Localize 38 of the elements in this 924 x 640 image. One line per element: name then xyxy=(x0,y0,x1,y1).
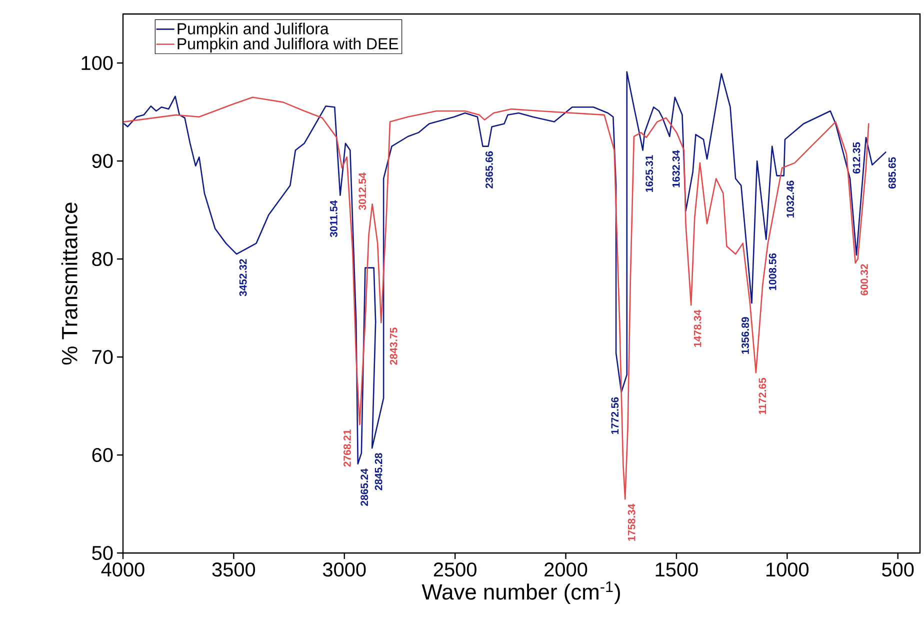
annotation: 612.35 xyxy=(852,142,860,174)
x-tick-label: 2500 xyxy=(434,562,476,577)
x-tick-label: 3500 xyxy=(212,562,256,577)
annotation: 600.32 xyxy=(860,264,868,296)
annotation: 3011.54 xyxy=(330,200,338,238)
annotation: 1172.65 xyxy=(758,378,766,414)
y-tick-label: 70 xyxy=(92,350,113,364)
annotation: 1008.56 xyxy=(768,253,776,290)
annotation: 2768.21 xyxy=(344,430,351,467)
annotation: 1758.34 xyxy=(628,504,636,541)
y-tick-label: 80 xyxy=(92,252,113,266)
x-tick-label: 2000 xyxy=(544,562,588,577)
annotation: 2365.66 xyxy=(486,151,493,188)
annotation: 3012.54 xyxy=(358,172,366,210)
annotation: 1032.46 xyxy=(786,180,794,218)
y-tick-label: 100 xyxy=(82,56,113,70)
annotation: 1356.89 xyxy=(742,317,749,354)
annotation: 1772.56 xyxy=(611,397,619,434)
x-tick-label: 3000 xyxy=(322,562,366,577)
annotation: 1632.34 xyxy=(672,150,680,188)
y-axis-title: % Transmittance xyxy=(61,202,78,365)
y-tick-label: 60 xyxy=(92,448,113,462)
annotation: 685.65 xyxy=(888,157,896,189)
x-axis-title: Wave number (cm$^{-1}$) xyxy=(422,581,620,604)
y-tick-label: 50 xyxy=(92,546,113,560)
x-tick-label: 1500 xyxy=(656,562,698,577)
x-tick-label: 500 xyxy=(882,562,914,577)
x-tick-label: 4000 xyxy=(101,562,144,577)
y-tick-label: 90 xyxy=(92,154,113,168)
annotation: 2843.75 xyxy=(390,328,398,365)
annotation: 3452.32 xyxy=(239,259,247,296)
annotation: 2845.28 xyxy=(374,453,382,490)
annotation: 1625.31 xyxy=(646,155,654,192)
annotation: 2865.24 xyxy=(360,468,368,506)
x-tick-label: 1000 xyxy=(766,562,809,577)
legend-label: Pumpkin and Juliflora xyxy=(178,22,329,38)
legend-label: Pumpkin and Juliflora with DEE xyxy=(178,38,398,53)
annotation: 1478.34 xyxy=(694,310,702,347)
